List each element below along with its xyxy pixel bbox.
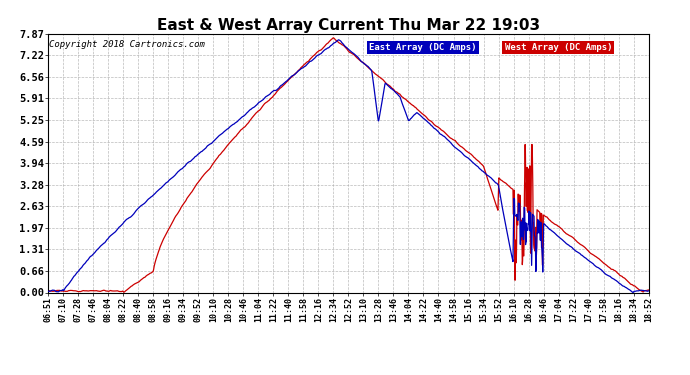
Text: East Array (DC Amps): East Array (DC Amps) — [369, 43, 477, 52]
Title: East & West Array Current Thu Mar 22 19:03: East & West Array Current Thu Mar 22 19:… — [157, 18, 540, 33]
Text: Copyright 2018 Cartronics.com: Copyright 2018 Cartronics.com — [49, 40, 205, 49]
Text: West Array (DC Amps): West Array (DC Amps) — [504, 43, 612, 52]
